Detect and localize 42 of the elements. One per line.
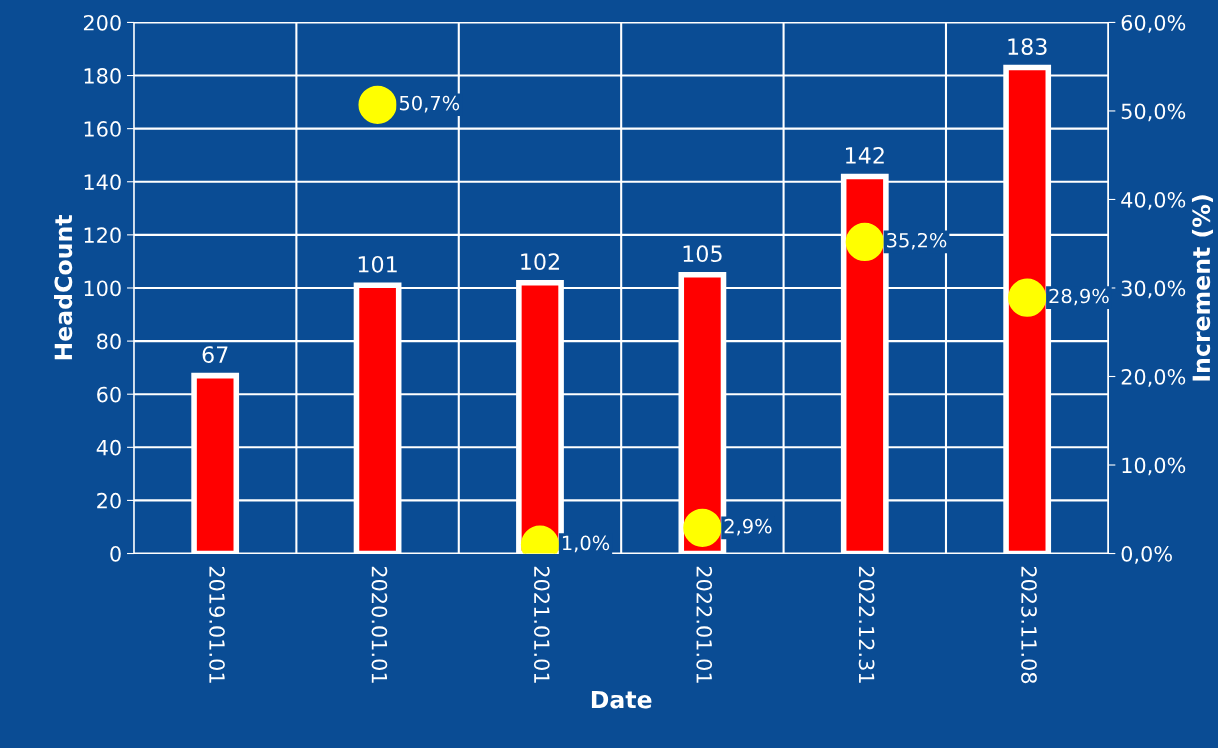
point: [358, 85, 397, 124]
y-tick-label: 160: [84, 121, 121, 137]
x-tick-label: 2021.01.01: [533, 566, 550, 683]
y-tick-label: 100: [84, 280, 121, 297]
data-label: 105: [683, 245, 722, 263]
y2-tick-label: 20,0%: [1121, 368, 1186, 387]
data-label: 35,2%: [887, 232, 947, 250]
y-axis-title: HeadCount: [54, 214, 73, 360]
data-label: 142: [846, 147, 884, 164]
data-label: 102: [521, 253, 559, 271]
y2-tick-label: 40,0%: [1121, 191, 1186, 210]
y-tick-label: 20: [97, 492, 121, 509]
y2-tick-label: 0,0%: [1121, 545, 1172, 564]
y-tick-label: 0: [110, 545, 121, 562]
point: [683, 508, 722, 547]
data-label: 28,9%: [1049, 288, 1109, 306]
data-label: 183: [1008, 38, 1047, 55]
point: [845, 222, 884, 262]
y2-axis-title: Increment (%): [1191, 195, 1213, 381]
x-axis-title: Date: [591, 690, 652, 709]
data-label: 50,7%: [399, 95, 460, 113]
y-tick-label: 120: [84, 227, 121, 244]
x-tick-label: 2019.01.01: [209, 566, 225, 683]
y-tick-label: 40: [96, 439, 121, 456]
y2-tick-label: 50,0%: [1121, 103, 1186, 122]
y2-tick-label: 30,0%: [1121, 280, 1186, 299]
y2-tick-label: 60,0%: [1121, 14, 1186, 33]
point: [1008, 278, 1047, 317]
x-tick-label: 2022.01.01: [696, 566, 713, 683]
y-tick-label: 140: [84, 174, 121, 190]
y-tick-label: 60: [97, 386, 121, 403]
data-label: 67: [202, 346, 228, 363]
y2-tick-label: 10,0%: [1122, 457, 1186, 476]
y-tick-label: 180: [84, 68, 121, 84]
x-tick-label: 2022.12.31: [858, 566, 875, 683]
x-tick-label: 2020.01.01: [371, 566, 388, 683]
x-tick-label: 2023.11.08: [1021, 566, 1037, 684]
data-label: 1,0%: [562, 535, 610, 553]
y-tick-label: 80: [97, 333, 121, 350]
y-tick-label: 200: [83, 14, 121, 31]
data-label: 101: [358, 255, 397, 273]
data-label: 2,9%: [724, 518, 772, 536]
